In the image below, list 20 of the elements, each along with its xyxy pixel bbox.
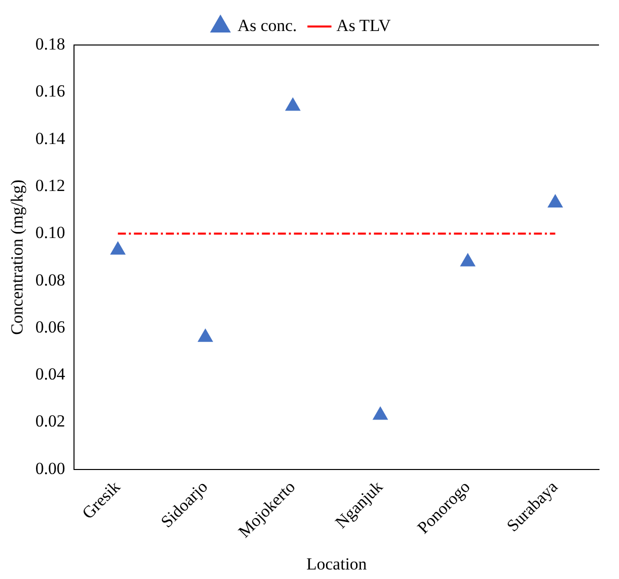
point	[198, 328, 214, 342]
y-tick-label: 0.10	[35, 223, 66, 242]
point	[110, 241, 126, 255]
point	[285, 97, 301, 111]
y-tick-label: 0.00	[35, 458, 66, 478]
legend-label: As conc.	[237, 16, 297, 35]
y-tick-label: 0.02	[35, 412, 66, 431]
y-tick-label: 0.12	[35, 176, 66, 195]
y-tick-label: 0.16	[35, 82, 66, 101]
point	[372, 406, 388, 420]
y-tick-label: 0.06	[35, 317, 66, 336]
x-axis-title: Location	[306, 554, 368, 574]
point	[547, 194, 564, 208]
y-tick-label: 0.18	[35, 34, 66, 54]
y-tick-label: 0.14	[35, 128, 66, 148]
y-tick-label: 0.08	[35, 270, 66, 290]
point	[460, 252, 476, 266]
y-tick-label: 0.04	[35, 364, 66, 384]
y-axis-title: Concentration (mg/kg)	[8, 180, 27, 335]
legend-label: As TLV	[336, 16, 392, 35]
